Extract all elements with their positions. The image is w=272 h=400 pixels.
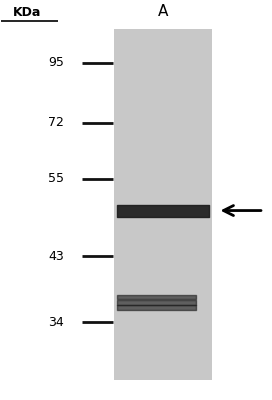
Text: 95: 95 bbox=[48, 56, 64, 70]
Text: 34: 34 bbox=[48, 316, 64, 329]
Text: KDa: KDa bbox=[13, 6, 41, 19]
Text: A: A bbox=[158, 4, 168, 19]
FancyBboxPatch shape bbox=[114, 29, 212, 380]
Text: 55: 55 bbox=[48, 172, 64, 185]
Text: 43: 43 bbox=[48, 250, 64, 263]
Text: 72: 72 bbox=[48, 116, 64, 129]
